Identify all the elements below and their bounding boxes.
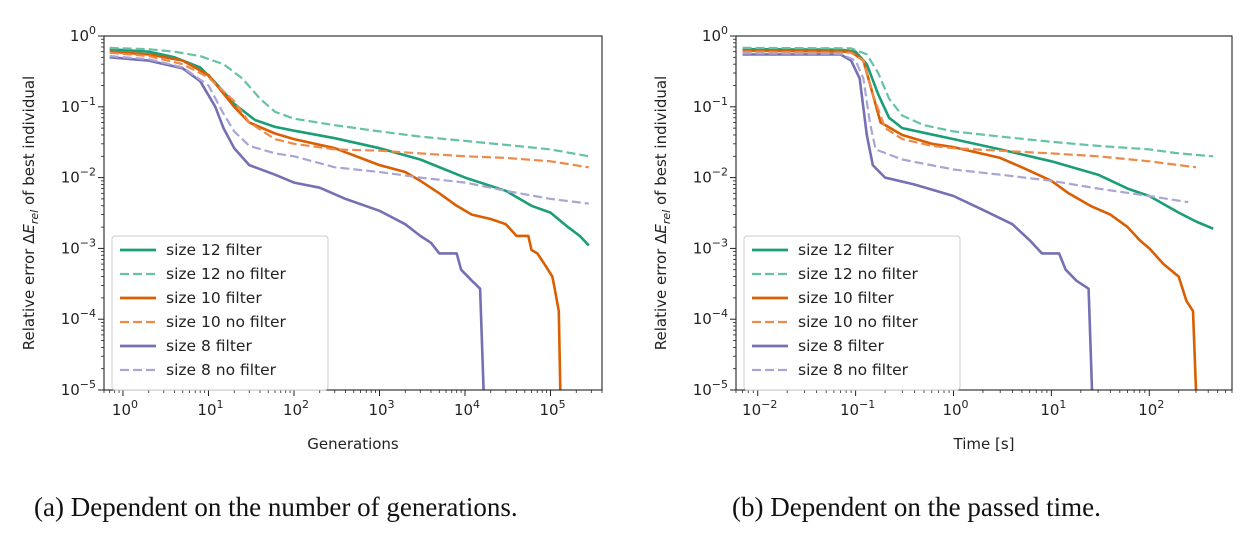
x-tick-label: 101 bbox=[197, 398, 223, 419]
y-tick-label: 10−4 bbox=[693, 307, 728, 328]
legend-label-2: size 12 no filter bbox=[798, 265, 919, 283]
series-line-6 bbox=[109, 55, 589, 205]
series-line-3 bbox=[109, 50, 562, 390]
series-line-5 bbox=[742, 53, 1094, 390]
series-line-4 bbox=[742, 50, 1197, 169]
panel-a-chart: 100 101 102 103 104 105 100 10−1 10−2 10−3 10−4 10−… bbox=[20, 24, 603, 453]
x-tick-label: 100 bbox=[112, 398, 138, 419]
y-tick-label: 100 bbox=[702, 24, 728, 45]
legend-label-3: size 10 filter bbox=[798, 289, 894, 307]
legend-label-5: size 8 filter bbox=[166, 337, 252, 355]
x-tick-label: 103 bbox=[368, 398, 394, 419]
legend-label-6: size 8 no filter bbox=[798, 361, 909, 379]
legend-label-6: size 8 no filter bbox=[166, 361, 277, 379]
y-axis-label: Relative error ΔErel of best individual bbox=[20, 76, 41, 350]
series-line-1 bbox=[742, 47, 1214, 230]
panel-b-chart: 10−2 10−1 100 101 102 100 10−1 10−2 10−3 10−4 10−5… bbox=[652, 24, 1233, 453]
legend-frame bbox=[743, 235, 961, 391]
plot-frame bbox=[735, 35, 1233, 391]
series-lines bbox=[742, 46, 1214, 390]
x-tick-label: 10−2 bbox=[742, 398, 777, 419]
series-line-1 bbox=[109, 47, 590, 247]
legend-label-4: size 10 no filter bbox=[166, 313, 287, 331]
x-tick-label: 102 bbox=[283, 398, 309, 419]
y-tick-label: 10−5 bbox=[61, 378, 96, 399]
y-tick-label: 10−2 bbox=[693, 166, 728, 187]
series-line-2 bbox=[109, 46, 589, 158]
legend-label-3: size 10 filter bbox=[166, 289, 262, 307]
x-tick-label: 101 bbox=[1040, 398, 1066, 419]
y-tick-label: 10−3 bbox=[61, 236, 96, 257]
y-tick-label: 10−3 bbox=[693, 236, 728, 257]
legend-label-5: size 8 filter bbox=[798, 337, 884, 355]
series-line-3 bbox=[742, 49, 1198, 390]
legend-label-1: size 12 filter bbox=[798, 241, 894, 259]
caption-a: (a) Dependent on the number of generatio… bbox=[34, 492, 518, 522]
legend: size 12 filter size 12 no filter size 10 f… bbox=[111, 235, 329, 391]
legend: size 12 filter size 12 no filter size 10 f… bbox=[743, 235, 961, 391]
y-axis-label: Relative error ΔErel of best individual bbox=[652, 76, 673, 350]
x-tick-label: 105 bbox=[539, 398, 565, 419]
legend-frame bbox=[111, 235, 329, 391]
x-axis-label: Generations bbox=[307, 435, 399, 453]
x-tick-label: 104 bbox=[454, 398, 480, 419]
x-tick-label: 10−1 bbox=[840, 398, 875, 419]
x-tick-label: 100 bbox=[942, 398, 968, 419]
y-tick-label: 10−1 bbox=[693, 95, 728, 116]
x-axis-label: Time [s] bbox=[953, 435, 1015, 453]
legend-label-4: size 10 no filter bbox=[798, 313, 919, 331]
plot-frame bbox=[103, 35, 603, 391]
y-tick-label: 10−2 bbox=[61, 166, 96, 187]
series-line-4 bbox=[109, 51, 589, 169]
y-tick-label: 10−1 bbox=[61, 95, 96, 116]
legend-label-1: size 12 filter bbox=[166, 241, 262, 259]
series-lines bbox=[109, 46, 590, 390]
caption-b: (b) Dependent on the passed time. bbox=[732, 492, 1101, 522]
y-tick-label: 100 bbox=[70, 24, 96, 45]
legend-label-2: size 12 no filter bbox=[166, 265, 287, 283]
series-line-2 bbox=[742, 46, 1214, 158]
y-tick-label: 10−5 bbox=[693, 378, 728, 399]
series-line-6 bbox=[742, 52, 1189, 204]
series-line-5 bbox=[109, 56, 485, 390]
y-tick-label: 10−4 bbox=[61, 307, 96, 328]
x-tick-label: 102 bbox=[1138, 398, 1164, 419]
